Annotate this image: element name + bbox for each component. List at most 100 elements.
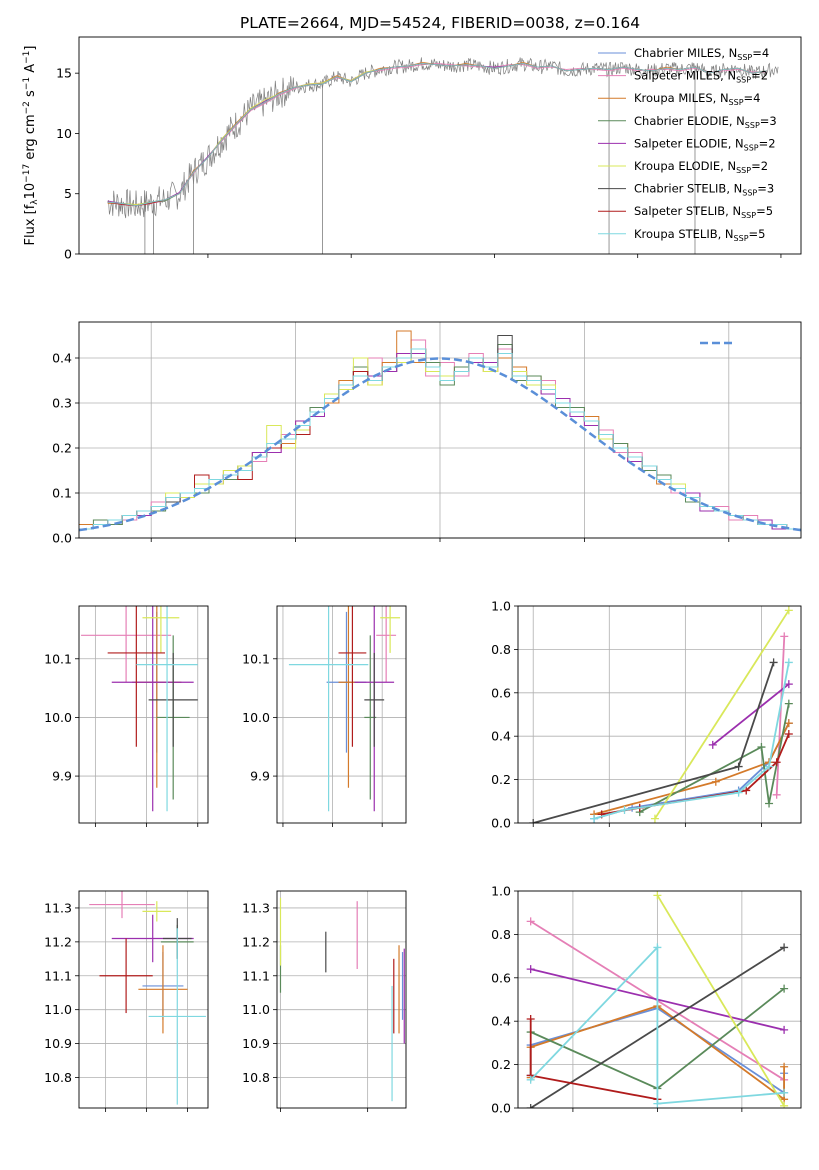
- weight-marker-4: [708, 740, 717, 749]
- y-tick-label: 0: [64, 247, 72, 262]
- weight-marker-8: [620, 805, 629, 814]
- y-tick-label: 0.8: [491, 927, 511, 942]
- weight-marker-3: [765, 799, 774, 808]
- axes-frame: [78, 321, 802, 539]
- legend-label-6: Chabrier STELIB, NSSP=3: [634, 182, 774, 198]
- y-tick-label: 15: [56, 66, 72, 81]
- axes-frame: [276, 890, 407, 1109]
- weight-marker-8: [590, 814, 599, 823]
- weight-line-8: [593, 662, 790, 820]
- weight-marker-8: [653, 943, 662, 952]
- y-tick-label: 0.2: [52, 441, 72, 456]
- y-tick-label: 9.9: [250, 769, 270, 784]
- y-tick-label: 10: [56, 126, 72, 141]
- weight-line-4: [712, 683, 790, 746]
- weight-marker-2: [784, 719, 793, 728]
- y-tick-label: 10.1: [242, 651, 270, 666]
- model-series-line-8: [107, 63, 767, 207]
- y-tick-label: 11.2: [242, 934, 270, 949]
- weight-marker-5: [653, 891, 662, 900]
- y-tick-label: 0.2: [491, 1057, 511, 1072]
- weight-marker-6: [769, 658, 778, 667]
- age-vs-mass-panel: 9.9 10.0 10.1: [242, 605, 407, 827]
- weight-marker-7: [772, 758, 781, 767]
- y-tick-label: 0.8: [491, 642, 511, 657]
- spectrum-panel: 0 5 10 15 Flux [fλ10−17 erg cm−2 s−1 A−1] Cha…: [22, 36, 802, 262]
- weight-marker-5: [650, 814, 659, 823]
- weight-line-1: [775, 636, 786, 795]
- weight-marker-8: [784, 658, 793, 667]
- weight-marker-8: [765, 762, 774, 771]
- y-tick-label: 11.3: [242, 900, 270, 915]
- weight-marker-5: [784, 606, 793, 615]
- weight-vs-metallicity-panel: 0.0 0.2 0.4 0.6 0.8 1.0: [491, 884, 802, 1116]
- mass-vs-metallicity-panel: 10.8 10.9 11.0 11.1 11.2 11.3: [44, 890, 209, 1112]
- plot-area: [89, 891, 206, 1105]
- weight-marker-7: [742, 786, 751, 795]
- weight-marker-5: [780, 1101, 789, 1108]
- weight-marker-1: [772, 790, 781, 799]
- axes-frame: [517, 605, 802, 824]
- y-tick-label: 9.9: [52, 769, 72, 784]
- age-vs-metallicity-panel: 9.9 10.0 10.1: [44, 605, 209, 827]
- y-tick-label: 0.1: [52, 486, 72, 501]
- residual-histogram-8: [79, 348, 801, 530]
- gaussian-curve: [79, 357, 801, 532]
- plot-area: [107, 57, 779, 254]
- y-tick-label: 0.4: [52, 351, 72, 366]
- axes-frame: [78, 36, 802, 255]
- plot-area: [279, 897, 405, 1102]
- plot-area: [529, 606, 793, 823]
- y-tick-label: 0.0: [491, 816, 511, 831]
- weight-marker-2: [711, 777, 720, 786]
- y-tick-label: 10.8: [44, 1070, 72, 1085]
- legend-label-4: Salpeter ELODIE, NSSP=2: [634, 136, 776, 152]
- legend-label-7: Salpeter STELIB, NSSP=5: [634, 204, 773, 220]
- y-tick-label: 0.0: [52, 531, 72, 546]
- legend-label-2: Kroupa MILES, NSSP=4: [634, 91, 760, 107]
- y-tick-label: 0.4: [491, 729, 511, 744]
- axes-frame: [78, 605, 209, 824]
- y-tick-label: 0.2: [491, 772, 511, 787]
- y-tick-label: 0.4: [491, 1014, 511, 1029]
- legend-label-0: Chabrier MILES, NSSP=4: [634, 46, 769, 62]
- y-tick-label: 1.0: [491, 599, 511, 614]
- weight-marker-2: [780, 1062, 789, 1071]
- weight-line-2: [593, 722, 790, 816]
- legend-label-5: Kroupa ELODIE, NSSP=2: [634, 159, 768, 175]
- y-tick-label: 0.0: [491, 1101, 511, 1116]
- residuals-panel: 0.0 0.1 0.2 0.3 0.4: [52, 321, 802, 546]
- y-tick-label: 5: [64, 186, 72, 201]
- mass-vs-ebv-panel: 10.8 10.9 11.0 11.1 11.2 11.3: [242, 890, 407, 1112]
- weight-marker-6: [529, 819, 538, 823]
- y-tick-label: 11.2: [44, 934, 72, 949]
- y-tick-label: 11.1: [242, 968, 270, 983]
- y-tick-label: 0.6: [491, 685, 511, 700]
- weight-line-3: [639, 703, 790, 813]
- plot-area: [526, 891, 789, 1108]
- weight-marker-6: [526, 1104, 535, 1108]
- observed-spectrum-line: [107, 57, 779, 219]
- y-tick-label: 0.3: [52, 396, 72, 411]
- weight-marker-8: [653, 1099, 662, 1108]
- y-axis-label: Flux [fλ10−17 erg cm−2 s−1 A−1]: [22, 46, 40, 246]
- legend-label-1: Salpeter MILES, NSSP=2: [634, 69, 768, 85]
- axes-frame: [517, 890, 802, 1109]
- weight-marker-8: [780, 1088, 789, 1097]
- plot-area: [79, 330, 801, 532]
- y-tick-label: 10.0: [242, 710, 270, 725]
- y-tick-label: 11.3: [44, 900, 72, 915]
- weight-marker-3: [784, 699, 793, 708]
- weight-marker-4: [780, 1025, 789, 1034]
- weight-marker-3: [780, 984, 789, 993]
- weight-marker-8: [526, 1075, 535, 1084]
- weight-marker-4: [526, 965, 535, 974]
- y-tick-label: 10.9: [242, 1036, 270, 1051]
- y-tick-label: 0.6: [491, 970, 511, 985]
- weight-marker-8: [734, 788, 743, 797]
- weight-marker-7: [784, 730, 793, 739]
- axes-frame: [276, 605, 407, 824]
- weight-line-5: [654, 609, 790, 820]
- y-tick-label: 10.0: [44, 710, 72, 725]
- y-tick-label: 1.0: [491, 884, 511, 899]
